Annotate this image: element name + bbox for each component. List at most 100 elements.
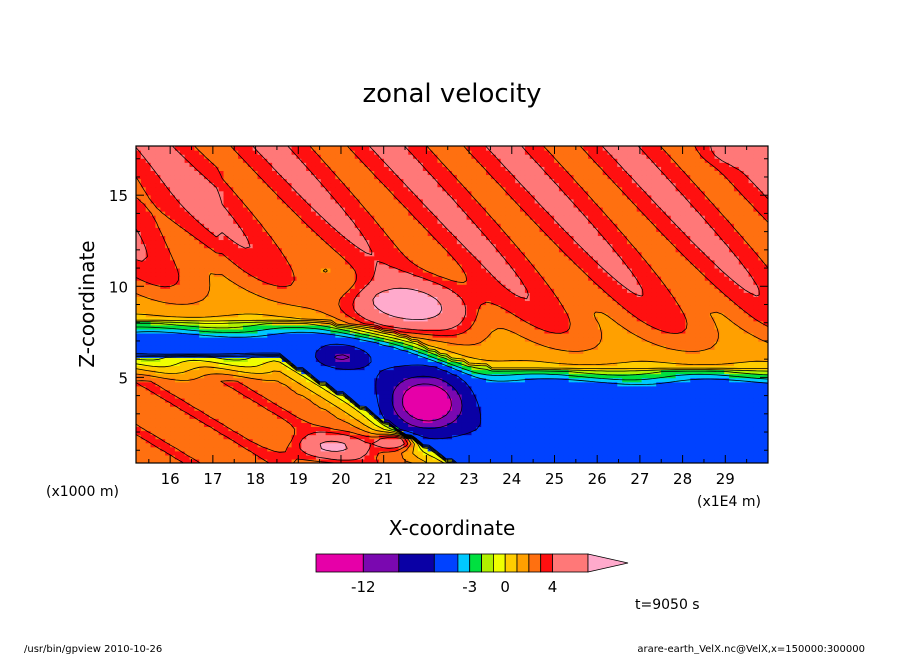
field-cell: [281, 406, 288, 411]
field-cell: [529, 442, 536, 448]
field-cell: [398, 393, 404, 399]
field-cell: [359, 430, 366, 436]
field-cell: [276, 345, 283, 350]
field-cell: [257, 434, 263, 440]
field-cell: [354, 446, 361, 452]
field-cell: [729, 337, 735, 342]
field-cell: [223, 389, 229, 395]
field-cell: [442, 328, 448, 334]
field-cell: [286, 402, 293, 407]
field-cell: [393, 389, 400, 395]
field-cell: [617, 328, 623, 334]
field-cell: [413, 406, 419, 411]
field-cell: [213, 345, 220, 350]
field-cell: [369, 345, 375, 350]
field-cell: [704, 361, 711, 367]
field-cell: [306, 320, 312, 326]
field-cell: [267, 430, 273, 436]
field-cell: [597, 385, 604, 391]
field-cell: [155, 381, 161, 387]
field-cell: [495, 308, 502, 314]
field-cell: [719, 389, 725, 395]
field-cell: [709, 353, 716, 358]
field-cell: [413, 446, 419, 452]
field-cell: [612, 422, 618, 428]
field-cell: [743, 414, 750, 419]
field-cell: [306, 381, 312, 387]
field-cell: [568, 324, 575, 330]
field-cell: [160, 308, 166, 314]
field-cell: [189, 341, 195, 346]
field-cell: [505, 337, 511, 342]
field-cell: [641, 397, 648, 403]
field-cell: [481, 426, 487, 432]
field-cell: [690, 397, 696, 403]
field-cell: [228, 458, 234, 463]
field-cell: [670, 328, 677, 334]
field-cell: [529, 324, 536, 330]
field-cell: [631, 397, 638, 403]
field-cell: [733, 312, 740, 318]
field-cell: [140, 458, 147, 463]
field-cell: [568, 450, 575, 456]
field-cell: [306, 332, 312, 338]
field-cell: [529, 377, 536, 383]
field-cell: [388, 418, 395, 423]
field-cell: [510, 430, 516, 436]
field-cell: [408, 442, 414, 448]
field-cell: [447, 369, 453, 375]
field-cell: [704, 320, 711, 326]
field-cell: [170, 308, 176, 314]
field-cell: [369, 389, 375, 395]
field-cell: [359, 312, 366, 318]
field-cell: [573, 418, 579, 423]
field-cell: [432, 389, 439, 395]
field-cell: [262, 345, 268, 350]
field-cell: [320, 426, 327, 432]
field-cell: [452, 381, 458, 387]
field-cell: [665, 385, 672, 391]
field-cell: [597, 353, 604, 358]
field-cell: [597, 381, 604, 387]
field-cell: [427, 345, 434, 350]
field-cell: [646, 434, 652, 440]
field-cell: [753, 430, 759, 436]
field-cell: [398, 324, 404, 330]
field-cell: [262, 369, 268, 375]
field-cell: [296, 410, 302, 415]
field-cell: [680, 426, 686, 432]
field-cell: [330, 361, 336, 367]
field-cell: [413, 377, 419, 383]
field-cell: [242, 365, 249, 371]
field-cell: [320, 430, 327, 436]
field-cell: [257, 410, 263, 415]
field-cell: [155, 418, 161, 423]
field-cell: [719, 450, 725, 456]
field-cell: [408, 320, 414, 326]
field-cell: [622, 308, 628, 314]
field-cell: [597, 422, 604, 428]
field-cell: [247, 312, 254, 318]
field-cell: [335, 430, 341, 436]
field-cell: [495, 430, 502, 436]
field-cell: [354, 385, 361, 391]
field-cell: [743, 442, 750, 448]
field-cell: [388, 349, 395, 354]
field-cell: [218, 316, 225, 322]
field-cell: [753, 373, 759, 379]
field-cell: [315, 426, 322, 432]
field-cell: [636, 438, 643, 444]
field-cell: [369, 406, 375, 411]
field-cell: [627, 361, 633, 367]
field-cell: [257, 328, 263, 334]
field-cell: [165, 458, 171, 463]
field-cell: [486, 406, 492, 411]
field-cell: [272, 418, 278, 423]
field-cell: [345, 426, 351, 432]
field-cell: [529, 422, 536, 428]
field-cell: [296, 369, 302, 375]
field-cell: [315, 332, 322, 338]
field-cell: [763, 397, 768, 403]
field-cell: [592, 410, 599, 415]
field-cell: [306, 365, 312, 371]
